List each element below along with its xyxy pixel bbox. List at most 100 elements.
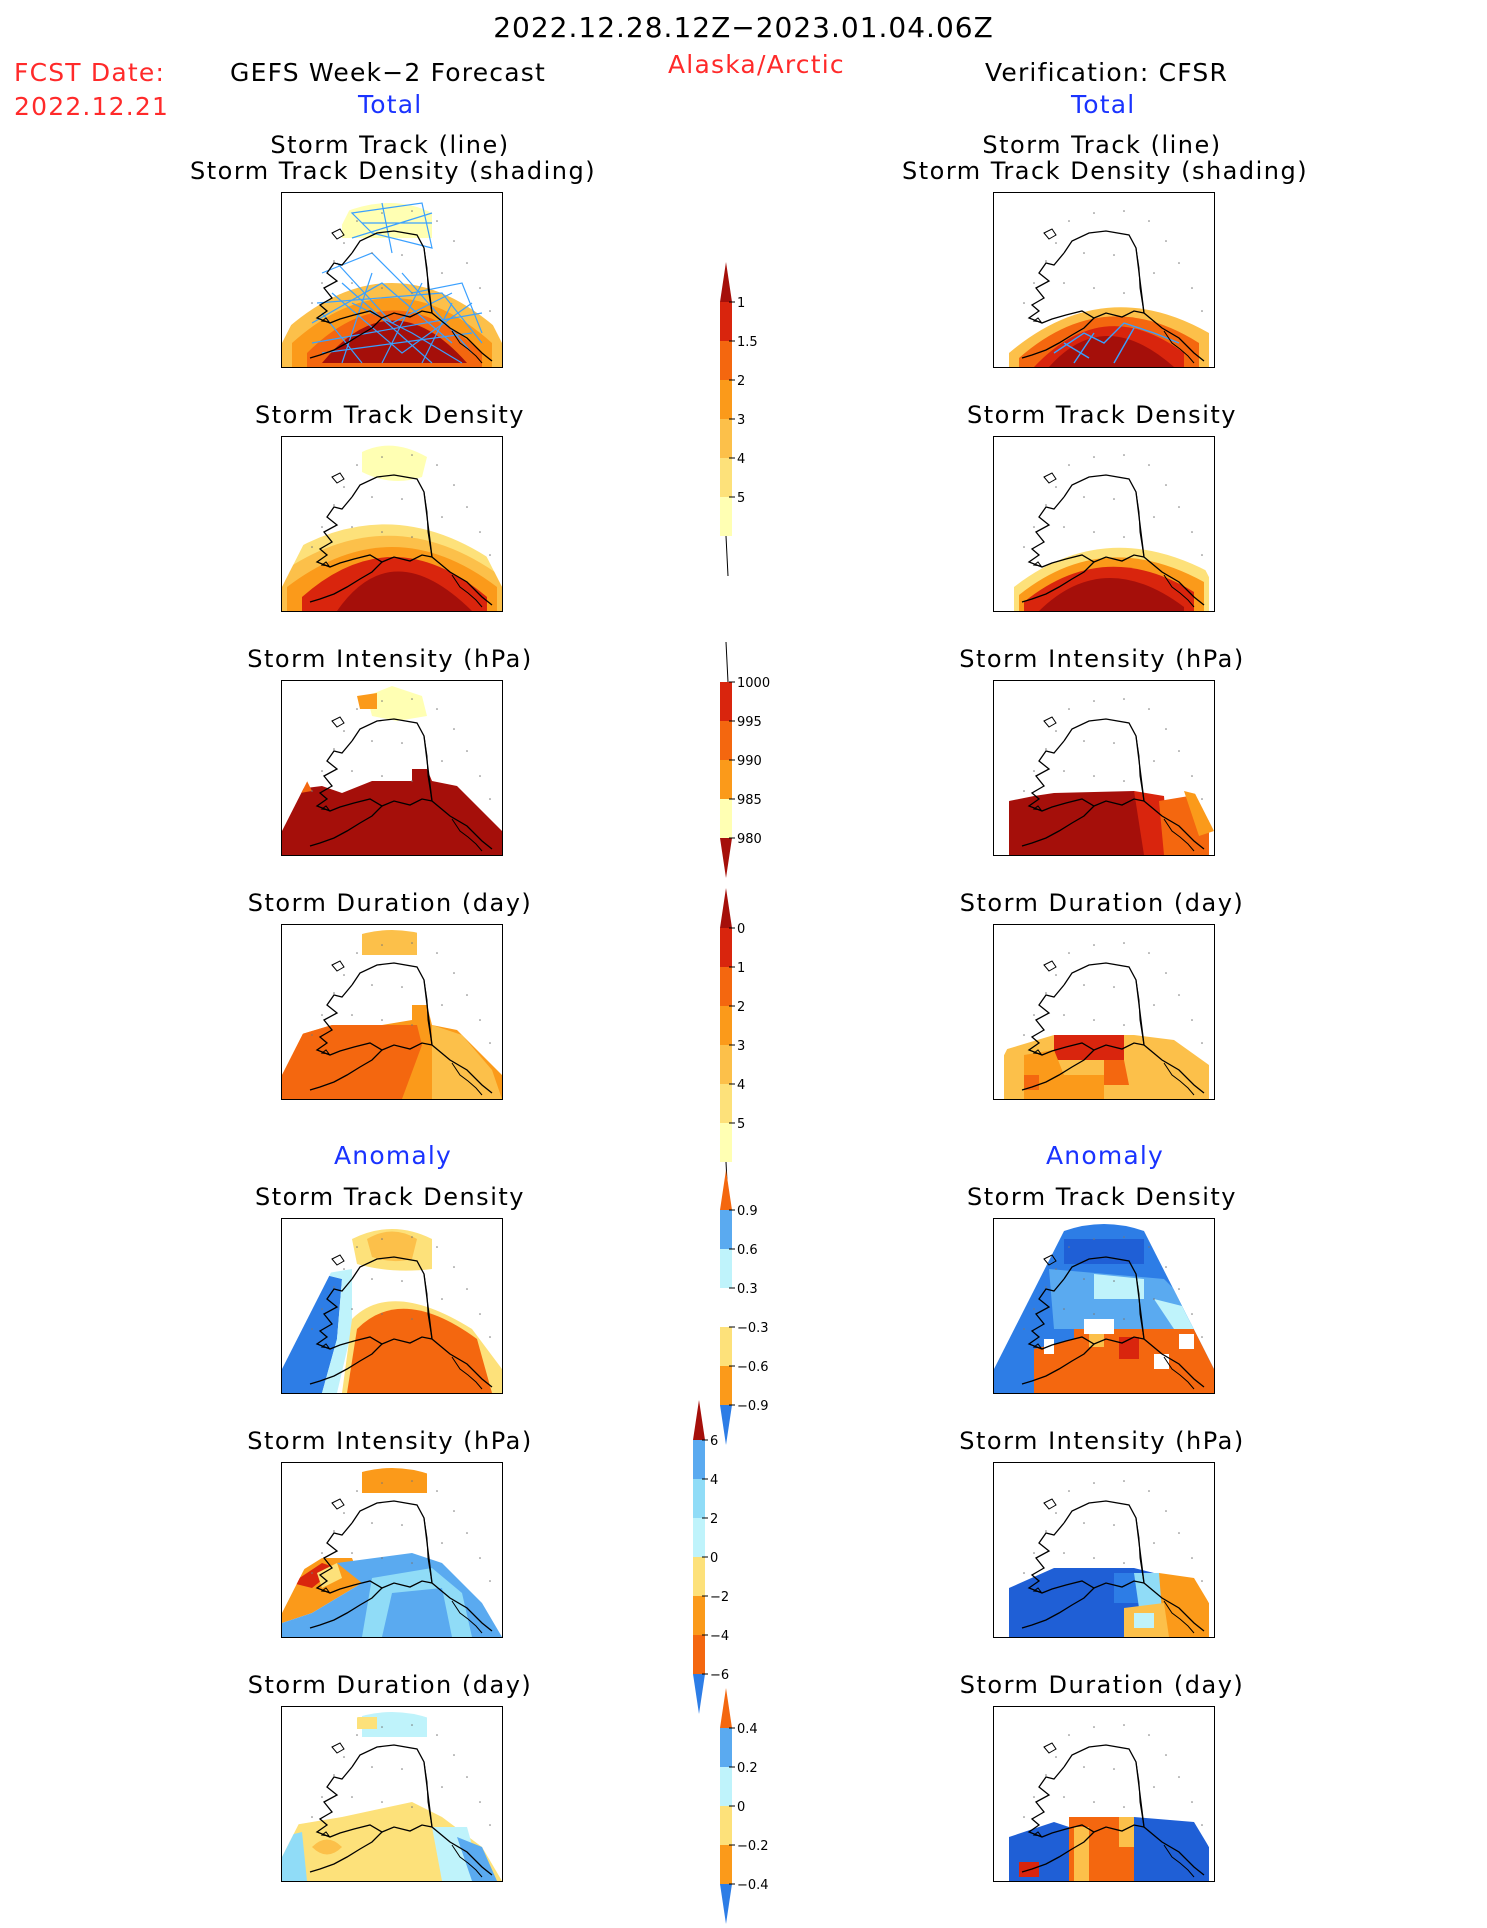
fcst-date-value: 2022.12.21 bbox=[14, 92, 170, 121]
duration-anomaly-tick-label: −0.2 bbox=[737, 1839, 769, 1854]
map-duration-forecast bbox=[281, 924, 503, 1100]
title-anom-intensity-right: Storm Intensity (hPa) bbox=[959, 1427, 1245, 1455]
density-total-tick-label: 2 bbox=[737, 374, 745, 389]
intensity-anomaly-segment bbox=[693, 1596, 705, 1635]
colorbar-density-total: 1 1.5 2 3 4 5 bbox=[720, 262, 800, 580]
duration-anomaly-segment bbox=[720, 1806, 732, 1845]
density-total-segment bbox=[720, 380, 732, 419]
duration-total-tick-label: 0 bbox=[737, 922, 745, 937]
map-anom-density-verification bbox=[993, 1218, 1215, 1394]
duration-anomaly-segment bbox=[720, 1767, 732, 1806]
duration-anomaly-tick-label: −0.4 bbox=[737, 1878, 769, 1893]
colorbar-density-anomaly: 0.9 0.6 0.3 −0.3 −0.6 −0.9 bbox=[720, 1170, 800, 1449]
map-density-verification bbox=[993, 436, 1215, 612]
map-anom-density-forecast bbox=[281, 1218, 503, 1394]
total-label-left: Total bbox=[358, 90, 423, 119]
density-total-top-arrow bbox=[720, 262, 732, 302]
density-total-segment bbox=[720, 419, 732, 458]
intensity-anomaly-segment bbox=[693, 1518, 705, 1557]
density-anomaly-segment bbox=[720, 1249, 732, 1288]
duration-total-segment bbox=[720, 1045, 732, 1084]
map-duration-verification bbox=[993, 924, 1215, 1100]
anomaly-label-left: Anomaly bbox=[334, 1141, 453, 1170]
intensity-anomaly-tick-label: 6 bbox=[710, 1434, 718, 1449]
intensity-total-top-arrow bbox=[720, 642, 732, 682]
intensity-total-segment bbox=[720, 721, 732, 760]
intensity-anomaly-tick-label: −6 bbox=[710, 1668, 729, 1683]
intensity-anomaly-segment bbox=[693, 1557, 705, 1596]
density-anomaly-segment bbox=[720, 1210, 732, 1249]
intensity-anomaly-top-arrow bbox=[693, 1400, 705, 1440]
title-track-shading-left: Storm Track Density (shading) bbox=[190, 157, 597, 185]
density-anomaly-tick-label: −0.6 bbox=[737, 1360, 769, 1375]
density-anomaly-tick-label: −0.3 bbox=[737, 1321, 769, 1336]
density-total-bottom-arrow bbox=[720, 536, 732, 576]
title-intensity-right: Storm Intensity (hPa) bbox=[959, 645, 1245, 673]
title-track-line-right: Storm Track (line) bbox=[982, 131, 1222, 159]
density-anomaly-tick-label: 0.9 bbox=[737, 1204, 758, 1219]
intensity-total-tick-label: 990 bbox=[737, 754, 762, 769]
density-total-tick-label: 5 bbox=[737, 491, 745, 506]
colorbar-intensity-anomaly: 6 4 2 0 −2 −4 −6 bbox=[693, 1400, 773, 1718]
total-label-right: Total bbox=[1071, 90, 1136, 119]
intensity-total-tick-label: 980 bbox=[737, 832, 762, 847]
title-duration-right: Storm Duration (day) bbox=[959, 889, 1245, 917]
duration-total-tick-label: 5 bbox=[737, 1117, 745, 1132]
title-track-line-left: Storm Track (line) bbox=[270, 131, 510, 159]
map-anom-duration-verification bbox=[993, 1706, 1215, 1882]
density-anomaly-top-arrow bbox=[720, 1170, 732, 1210]
region-title: Alaska/Arctic bbox=[668, 50, 845, 79]
duration-total-segment bbox=[720, 967, 732, 1006]
duration-total-tick-label: 2 bbox=[737, 1000, 745, 1015]
density-total-tick-label: 4 bbox=[737, 452, 745, 467]
title-intensity-left: Storm Intensity (hPa) bbox=[247, 645, 533, 673]
intensity-anomaly-segment bbox=[693, 1440, 705, 1479]
density-anomaly-segment bbox=[720, 1327, 732, 1366]
intensity-total-bottom-arrow bbox=[720, 838, 732, 878]
intensity-anomaly-segment bbox=[693, 1479, 705, 1518]
title-anom-density-left: Storm Track Density bbox=[255, 1183, 525, 1211]
density-total-tick-label: 1.5 bbox=[737, 335, 758, 350]
duration-total-segment bbox=[720, 1123, 732, 1162]
density-anomaly-tick-label: −0.9 bbox=[737, 1399, 769, 1414]
duration-total-segment bbox=[720, 1084, 732, 1123]
fcst-date-label: FCST Date: bbox=[14, 58, 166, 87]
period-title: 2022.12.28.12Z−2023.01.04.06Z bbox=[493, 11, 994, 44]
map-track-forecast bbox=[281, 192, 503, 368]
duration-total-tick-label: 3 bbox=[737, 1039, 745, 1054]
title-track-shading-right: Storm Track Density (shading) bbox=[902, 157, 1309, 185]
density-anomaly-bottom-arrow bbox=[720, 1405, 732, 1445]
intensity-anomaly-bottom-arrow bbox=[693, 1674, 705, 1714]
title-anom-duration-left: Storm Duration (day) bbox=[247, 1671, 533, 1699]
intensity-anomaly-tick-label: −4 bbox=[710, 1629, 729, 1644]
density-anomaly-segment bbox=[720, 1288, 732, 1327]
colorbar-duration-anomaly: 0.4 0.2 0 −0.2 −0.4 bbox=[720, 1688, 800, 1928]
intensity-total-segment bbox=[720, 682, 732, 721]
duration-anomaly-tick-label: 0 bbox=[737, 1800, 745, 1815]
verification-title: Verification: CFSR bbox=[985, 58, 1229, 87]
colorbar-duration-total: 0 1 2 3 4 5 bbox=[720, 888, 800, 1206]
title-density-right: Storm Track Density bbox=[967, 401, 1237, 429]
intensity-total-tick-label: 985 bbox=[737, 793, 762, 808]
intensity-total-segment bbox=[720, 760, 732, 799]
density-total-tick-label: 3 bbox=[737, 413, 745, 428]
duration-total-segment bbox=[720, 1006, 732, 1045]
colorbar-intensity-total: 1000 995 990 985 980 bbox=[720, 641, 800, 882]
density-anomaly-tick-label: 0.6 bbox=[737, 1243, 758, 1258]
title-density-left: Storm Track Density bbox=[255, 401, 525, 429]
duration-anomaly-top-arrow bbox=[720, 1688, 732, 1728]
density-total-tick-label: 1 bbox=[737, 296, 745, 311]
duration-total-top-arrow bbox=[720, 888, 732, 928]
intensity-anomaly-tick-label: 4 bbox=[710, 1473, 718, 1488]
anomaly-label-right: Anomaly bbox=[1046, 1141, 1165, 1170]
title-anom-intensity-left: Storm Intensity (hPa) bbox=[247, 1427, 533, 1455]
intensity-anomaly-segment bbox=[693, 1635, 705, 1674]
intensity-anomaly-tick-label: 2 bbox=[710, 1512, 718, 1527]
map-intensity-verification bbox=[993, 680, 1215, 856]
intensity-anomaly-tick-label: −2 bbox=[710, 1590, 729, 1605]
forecast-title: GEFS Week−2 Forecast bbox=[230, 58, 547, 87]
map-track-verification bbox=[993, 192, 1215, 368]
map-anom-intensity-verification bbox=[993, 1462, 1215, 1638]
duration-total-tick-label: 4 bbox=[737, 1078, 745, 1093]
density-total-segment bbox=[720, 497, 732, 536]
